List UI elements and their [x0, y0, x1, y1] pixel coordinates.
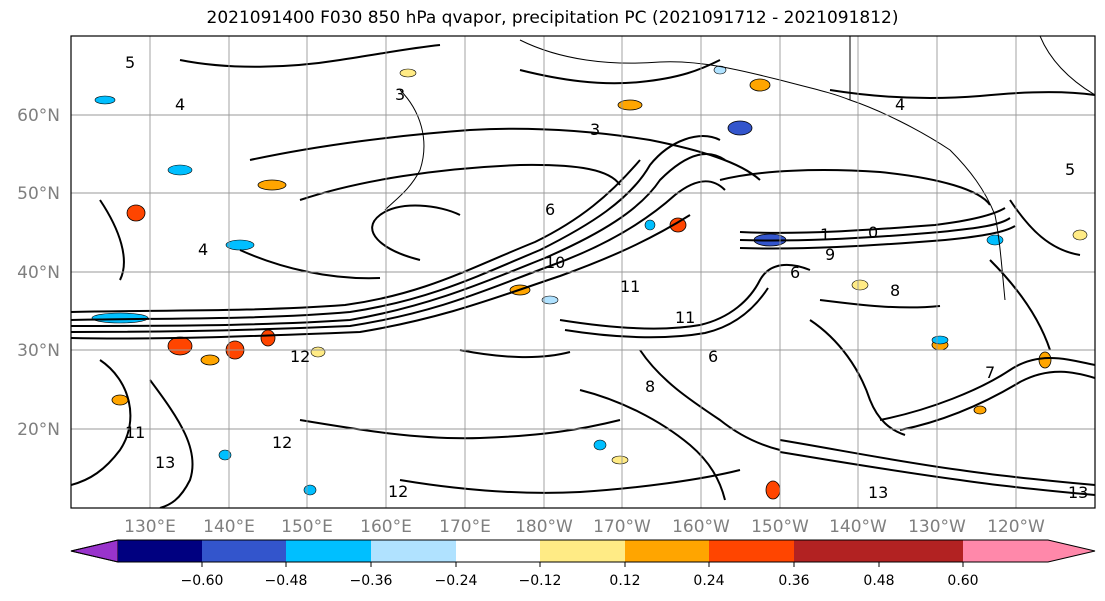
contour-label: 4	[175, 95, 185, 114]
contour-label: 3	[590, 120, 600, 139]
contour-label: 8	[890, 281, 900, 300]
lon-label: 140°W	[829, 517, 887, 537]
lat-label: 40°N	[17, 263, 60, 283]
contour-label: 6	[790, 263, 800, 282]
lat-label: 20°N	[17, 420, 60, 440]
colorbar-segment	[625, 540, 709, 562]
lon-label: 130°W	[908, 517, 966, 537]
colorbar-segment	[118, 540, 202, 562]
colorbar-tick-label: −0.48	[265, 573, 308, 589]
colorbar-tick-label: 0.36	[778, 573, 809, 589]
colorbar-outline	[70, 539, 1096, 563]
lon-label: 170°E	[439, 517, 491, 537]
colorbar-tick-label: −0.12	[519, 573, 562, 589]
colorbar-tick-label: −0.60	[181, 573, 224, 589]
colorbar-tick-label: −0.24	[435, 573, 478, 589]
contour-label: 13	[155, 453, 175, 472]
lon-label: 120°W	[987, 517, 1045, 537]
contour-label: 5	[1065, 160, 1075, 179]
lat-label: 60°N	[17, 106, 60, 126]
map-panel: 5 4 3 3 4 6 1 0 9 6 10 11 11 8 8 6 12 12…	[70, 35, 1096, 509]
lon-label: 170°W	[593, 517, 651, 537]
colorbar-extend-low	[70, 539, 119, 563]
contour-label: 12	[290, 347, 310, 366]
colorbar-tick-label: 0.60	[947, 573, 978, 589]
contour-label: 0	[868, 223, 878, 242]
colorbar-segment	[794, 540, 879, 562]
lon-label: 150°W	[751, 517, 809, 537]
colorbar-tick-label: −0.36	[350, 573, 393, 589]
lon-label: 160°W	[672, 517, 730, 537]
latitude-labels: 60°N 50°N 40°N 30°N 20°N	[17, 106, 60, 440]
contour-label: 6	[708, 347, 718, 366]
contour-label: 11	[675, 308, 695, 327]
colorbar-segment	[286, 540, 371, 562]
colorbar-ticks	[201, 562, 964, 567]
colorbar-segment	[456, 540, 540, 562]
lon-label: 180°W	[515, 517, 573, 537]
lon-label: 150°E	[281, 517, 333, 537]
map-title: 2021091400 F030 850 hPa qvapor, precipit…	[206, 8, 899, 28]
lat-label: 50°N	[17, 184, 60, 204]
contour-label: 4	[895, 95, 905, 114]
contour-label: 12	[388, 482, 408, 501]
colorbar-segment	[202, 540, 286, 562]
lat-label: 30°N	[17, 341, 60, 361]
colorbar-tick-label: 0.12	[609, 573, 640, 589]
colorbar-segment	[709, 540, 794, 562]
colorbar-tick-label: 0.24	[693, 573, 724, 589]
map-frame	[70, 35, 1096, 509]
contour-label: 12	[272, 433, 292, 452]
contour-label: 5	[125, 53, 135, 72]
lon-label: 160°E	[360, 517, 412, 537]
colorbar-tick-label: 0.48	[863, 573, 894, 589]
contour-label: 13	[1068, 483, 1088, 502]
contour-label: 13	[868, 483, 888, 502]
contour-label: 11	[125, 423, 145, 442]
contour-label: 1	[820, 225, 830, 244]
contour-label: 9	[825, 245, 835, 264]
contour-label: 3	[395, 85, 405, 104]
contour-label: 8	[645, 377, 655, 396]
colorbar-tick-labels: −0.60 −0.48 −0.36 −0.24 −0.12 0.12 0.24 …	[181, 573, 979, 589]
colorbar-segment	[879, 540, 963, 562]
contour-label: 6	[545, 200, 555, 219]
contour-labels: 5 4 3 3 4 6 1 0 9 6 10 11 11 8 8 6 12 12…	[125, 53, 1088, 502]
qvapor-contours	[71, 44, 1095, 508]
gridlines	[71, 36, 1095, 508]
lon-label: 130°E	[124, 517, 176, 537]
precip-shading	[91, 65, 1088, 500]
contour-label: 11	[620, 277, 640, 296]
contour-label: 7	[985, 363, 995, 382]
colorbar-extend-high	[963, 540, 1095, 562]
colorbar: −0.60 −0.48 −0.36 −0.24 −0.12 0.12 0.24 …	[70, 539, 1096, 589]
contour-label: 4	[198, 240, 208, 259]
colorbar-segment	[540, 540, 625, 562]
contour-label: 10	[545, 253, 565, 272]
colorbar-segment	[371, 540, 456, 562]
longitude-labels: 130°E 140°E 150°E 160°E 170°E 180°W 170°…	[124, 517, 1045, 537]
lon-label: 140°E	[203, 517, 255, 537]
coastlines	[384, 36, 1095, 301]
